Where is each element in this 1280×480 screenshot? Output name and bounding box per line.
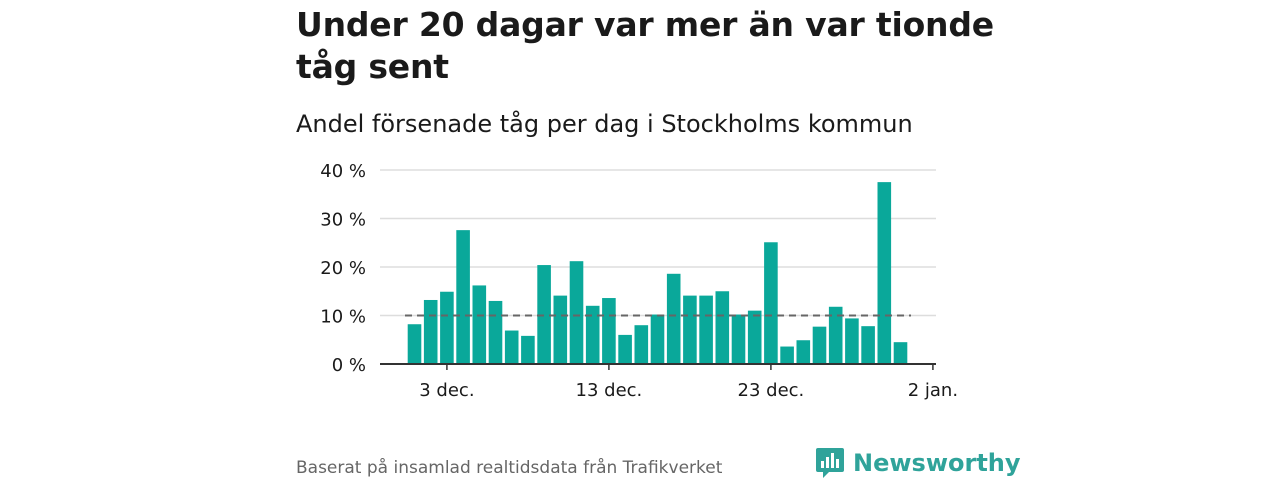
x-tick-label: 23 dec. — [738, 380, 805, 401]
bar — [440, 291, 454, 364]
x-tick-label: 2 jan. — [908, 380, 958, 401]
bars — [407, 182, 908, 364]
chart-title: Under 20 dagar var mer än var tionde tåg… — [296, 5, 994, 86]
bar — [650, 314, 665, 364]
bar — [504, 330, 519, 364]
brand-logo[interactable]: Newsworthy — [815, 446, 1021, 480]
x-tick-label: 13 dec. — [576, 380, 643, 401]
newsworthy-logo-icon — [816, 448, 844, 478]
bar — [537, 265, 551, 364]
bar — [893, 342, 908, 364]
bar — [683, 295, 697, 364]
bar — [634, 325, 649, 364]
brand-name: Newsworthy — [853, 449, 1021, 477]
bar — [828, 306, 843, 364]
chart-subtitle: Andel försenade tåg per dag i Stockholms… — [296, 110, 913, 138]
bar — [602, 298, 616, 364]
y-tick-label: 40 % — [320, 161, 366, 182]
y-tick-label: 30 % — [320, 210, 366, 231]
bar — [731, 314, 746, 364]
bar — [877, 182, 892, 364]
bar — [812, 326, 827, 364]
bar — [715, 291, 730, 364]
y-tick-label: 10 % — [320, 307, 366, 328]
bar — [521, 335, 535, 364]
bar — [553, 295, 568, 364]
bar — [845, 318, 859, 364]
y-tick-label: 0 % — [332, 355, 366, 376]
bar — [861, 326, 875, 364]
bar — [666, 273, 681, 364]
bar — [456, 230, 470, 364]
source-note: Baserat på insamlad realtidsdata från Tr… — [296, 458, 723, 478]
bar — [796, 340, 811, 364]
bar — [488, 300, 503, 364]
x-tick-label: 3 dec. — [419, 380, 474, 401]
bar — [569, 261, 584, 364]
bar — [423, 299, 438, 364]
bar — [618, 334, 632, 364]
bar — [764, 242, 778, 364]
bar — [780, 346, 794, 364]
bar — [472, 285, 487, 364]
y-tick-label: 20 % — [320, 258, 366, 279]
y-axis-ticks: 0 % 10 % 20 % 30 % 40 % — [320, 161, 366, 376]
x-axis-ticks: 3 dec. 13 dec. 23 dec. 2 jan. — [419, 364, 958, 401]
bar — [699, 295, 713, 364]
bar — [747, 310, 762, 364]
bar — [585, 305, 600, 364]
bar — [407, 324, 422, 364]
